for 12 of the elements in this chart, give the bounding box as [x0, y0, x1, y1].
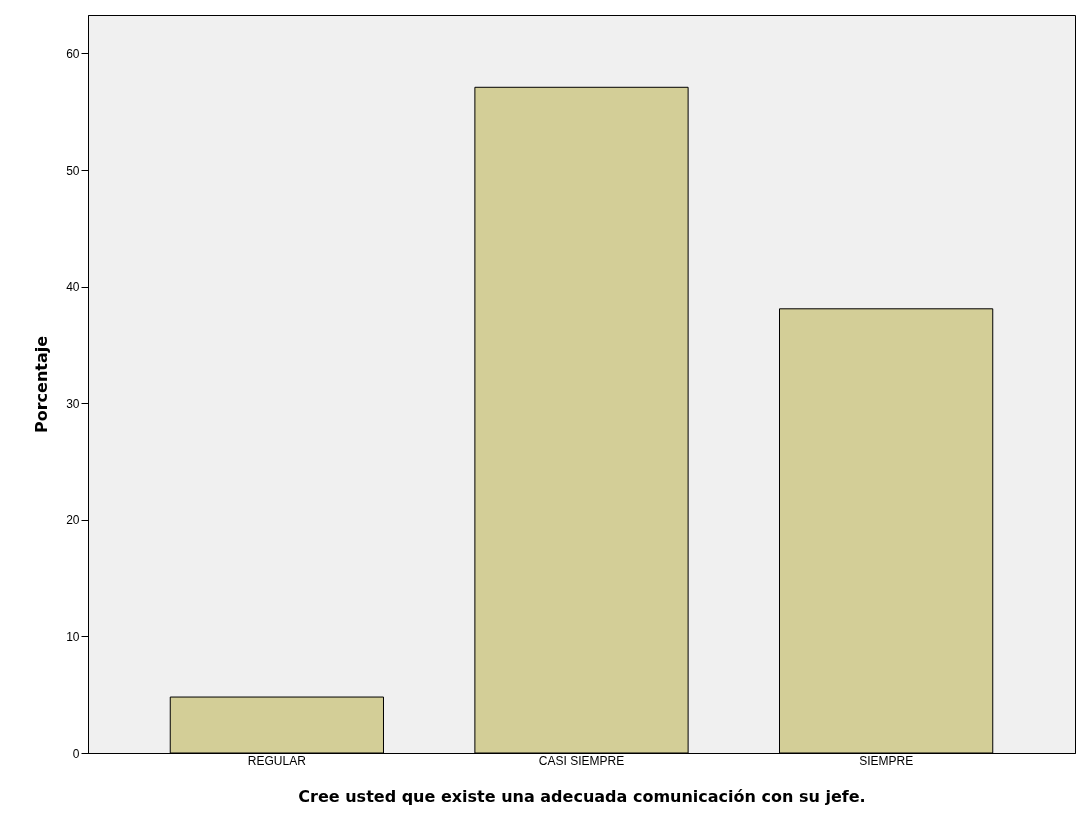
y-tick-label: 0	[72, 746, 80, 761]
y-tick-label: 50	[66, 163, 80, 178]
y-tick-label: 20	[66, 513, 80, 528]
x-tick-label: CASI SIEMPRE	[538, 753, 625, 768]
x-axis-title: Cree usted que existe una adecuada comunicación con su jefe.	[298, 786, 866, 806]
y-tick-label: 60	[66, 46, 80, 61]
y-tick-label: 40	[66, 280, 80, 295]
y-tick-label: 30	[66, 396, 80, 411]
y-axis-title: Porcentaje	[32, 335, 52, 434]
x-tick-label: REGULAR	[247, 753, 307, 768]
x-tick-label: SIEMPRE	[859, 753, 914, 768]
y-tick-label: 10	[66, 629, 80, 644]
